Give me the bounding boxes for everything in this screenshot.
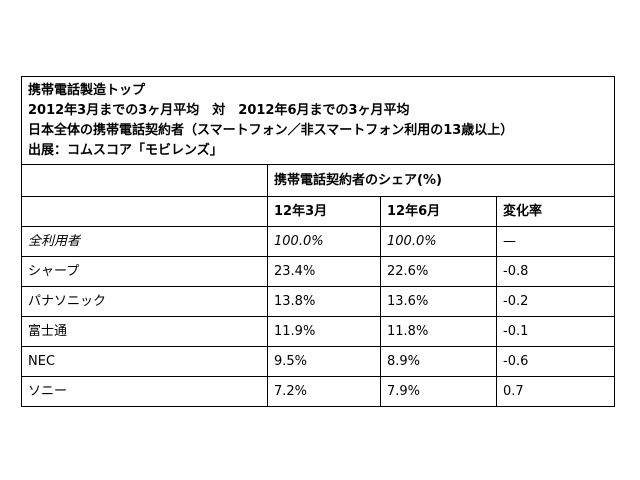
row-label: 富士通 [21,316,268,347]
cell-jun: 100.0% [380,226,497,257]
cell-change: -0.8 [496,256,615,287]
share-group-header: 携帯電話契約者のシェア(%) [267,164,615,197]
table-title: 携帯電話製造トップ [28,83,146,98]
table-row: シャープ 23.4% 22.6% -0.8 [21,256,615,287]
table-row: 富士通 11.9% 11.8% -0.1 [21,316,615,347]
table-row: ソニー 7.2% 7.9% 0.7 [21,376,615,407]
row-label: ソニー [21,376,268,407]
cell-mar: 23.4% [267,256,381,287]
row-label: 全利用者 [21,226,268,257]
table-row: パナソニック 13.8% 13.6% -0.2 [21,286,615,317]
cell-mar: 100.0% [267,226,381,257]
cell-mar: 9.5% [267,346,381,377]
column-header-jun: 12年6月 [380,196,497,227]
column-header-row: 12年3月 12年6月 変化率 [21,196,615,227]
group-header-row: 携帯電話契約者のシェア(%) [21,164,615,197]
table-row-total: 全利用者 100.0% 100.0% — [21,226,615,257]
column-header-change: 変化率 [496,196,615,227]
cell-mar: 11.9% [267,316,381,347]
cell-change: -0.1 [496,316,615,347]
cell-jun: 22.6% [380,256,497,287]
cell-change: -0.2 [496,286,615,317]
column-header-blank [21,196,268,227]
row-label: シャープ [21,256,268,287]
market-share-table: 携帯電話製造トップ 2012年3月までの3ヶ月平均 対 2012年6月までの3ヶ… [21,76,615,407]
cell-change: — [496,226,615,257]
cell-mar: 7.2% [267,376,381,407]
table-caption: 携帯電話製造トップ 2012年3月までの3ヶ月平均 対 2012年6月までの3ヶ… [21,76,615,165]
empty-corner-cell [21,164,268,197]
cell-change: 0.7 [496,376,615,407]
table-caption-row: 携帯電話製造トップ 2012年3月までの3ヶ月平均 対 2012年6月までの3ヶ… [21,76,615,165]
cell-jun: 13.6% [380,286,497,317]
column-header-mar: 12年3月 [267,196,381,227]
data-source: 出展：コムスコア「モビレンズ」 [28,143,223,158]
row-label: NEC [21,346,268,377]
cell-change: -0.6 [496,346,615,377]
row-label: パナソニック [21,286,268,317]
period-comparison: 2012年3月までの3ヶ月平均 対 2012年6月までの3ヶ月平均 [28,103,410,118]
subject-description: 日本全体の携帯電話契約者（スマートフォン／非スマートフォン利用の13歳以上） [28,123,514,138]
cell-jun: 8.9% [380,346,497,377]
cell-jun: 7.9% [380,376,497,407]
table-row: NEC 9.5% 8.9% -0.6 [21,346,615,377]
cell-jun: 11.8% [380,316,497,347]
cell-mar: 13.8% [267,286,381,317]
